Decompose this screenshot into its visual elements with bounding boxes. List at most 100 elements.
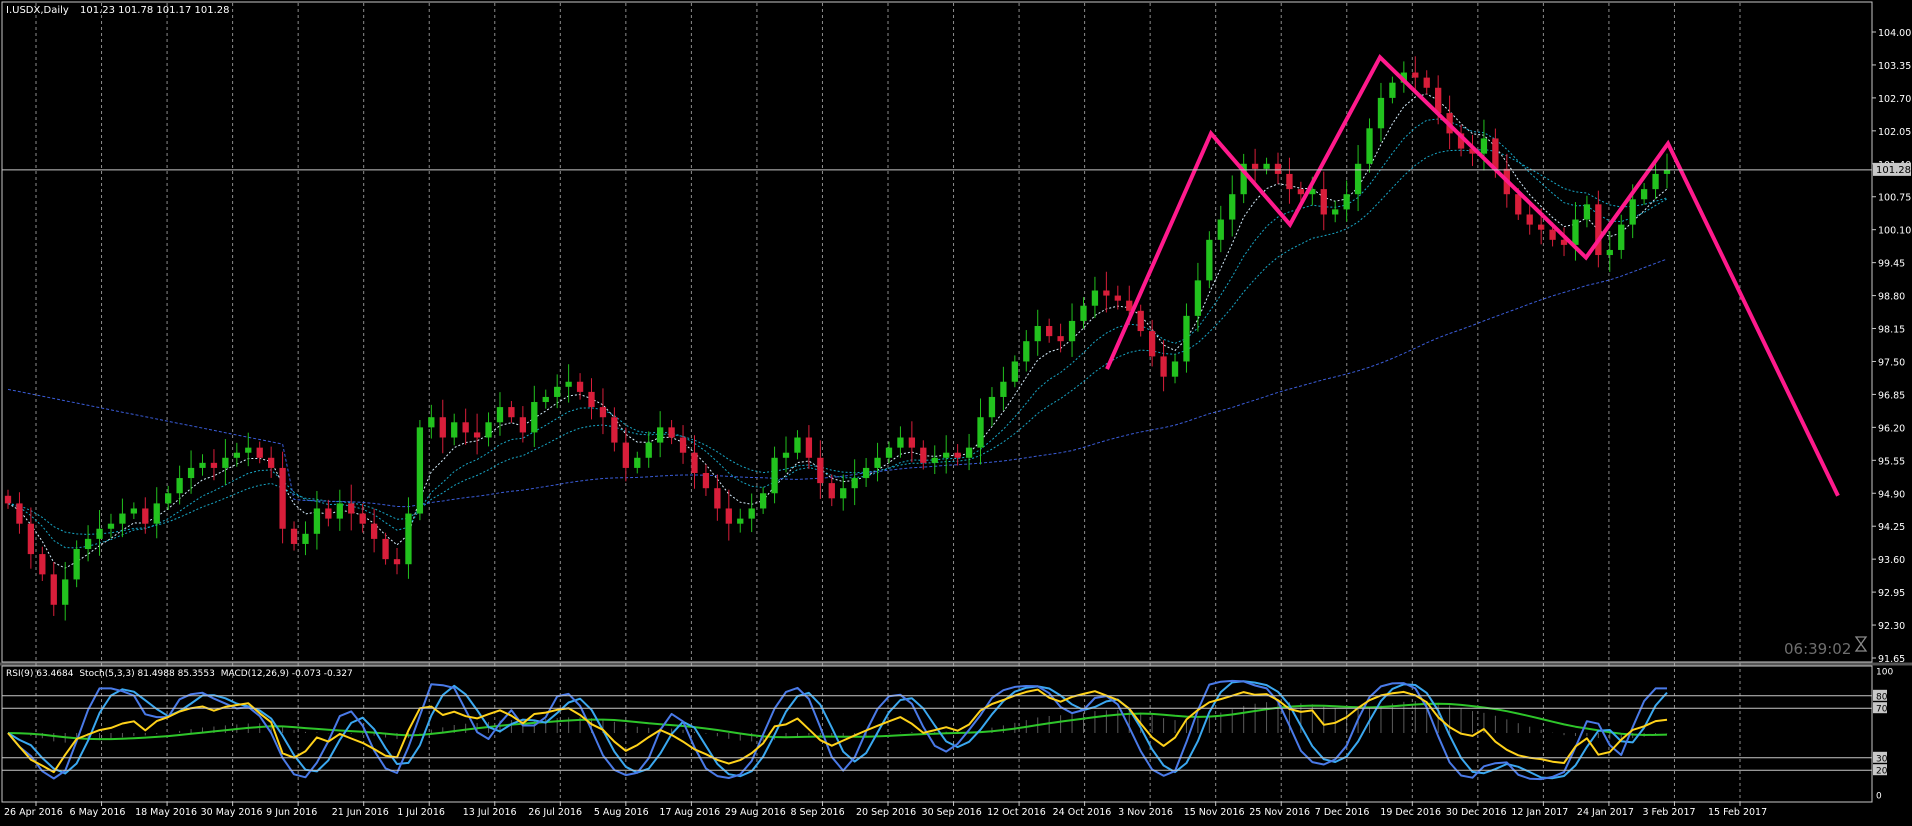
- candle-body: [348, 503, 355, 514]
- candle-body: [759, 493, 767, 509]
- candle-body: [370, 523, 378, 539]
- price-tick-label: 98.15: [1878, 325, 1905, 336]
- time-tick-label: 9 Jun 2016: [266, 807, 317, 818]
- candle-body: [4, 495, 12, 504]
- price-tick-label: 95.55: [1878, 456, 1905, 467]
- candle-body: [462, 422, 469, 433]
- stoch-main-line: [7, 679, 1667, 781]
- candle-body: [565, 381, 572, 387]
- time-tick-label: 30 Sep 2016: [922, 807, 982, 818]
- time-tick-label: 13 Jul 2016: [463, 807, 517, 818]
- candle-body: [851, 478, 858, 489]
- candle-timer: 06:39:02: [1784, 640, 1851, 658]
- price-tick-label: 100.75: [1878, 193, 1911, 204]
- candle-body: [1114, 295, 1121, 301]
- candle-body: [439, 417, 446, 438]
- candle-body: [988, 396, 996, 418]
- candle-body: [1480, 138, 1488, 154]
- svg-text:RSI(9) 63.4684 Stoch(5,3: RSI(9) 63.4684 Stoch(5,3,3) 81.4988 85.3…: [6, 669, 353, 679]
- candle-body: [1320, 189, 1327, 215]
- candle-body: [1560, 239, 1568, 245]
- indicator-tick-label: 20: [1876, 767, 1888, 777]
- candle-body: [485, 422, 492, 438]
- candle-body: [554, 386, 561, 397]
- candle-body: [84, 538, 92, 550]
- price-tick-label: 97.50: [1878, 357, 1905, 368]
- zigzag-pattern: [1105, 54, 1840, 497]
- candle-body: [256, 447, 263, 458]
- time-tick-label: 26 Apr 2016: [4, 807, 63, 818]
- time-tick-label: 12 Oct 2016: [987, 807, 1046, 818]
- candle-body: [325, 508, 332, 519]
- candle-body: [359, 513, 366, 524]
- time-tick-label: 3 Nov 2016: [1118, 807, 1173, 818]
- candle-body: [1663, 169, 1671, 174]
- candle-body: [1549, 229, 1556, 240]
- time-tick-label: 12 Jan 2017: [1511, 807, 1568, 818]
- ma-fast-line: [7, 93, 1668, 569]
- candle-body: [1011, 361, 1018, 382]
- candle-body: [714, 488, 721, 509]
- candle-body: [16, 503, 23, 524]
- candle-body: [1354, 163, 1362, 195]
- time-tick-label: 7 Dec 2016: [1315, 807, 1370, 818]
- level-tag: [1873, 764, 1887, 776]
- candle-body: [748, 508, 755, 519]
- stoch-signal-line: [7, 680, 1668, 780]
- price-tick-label: 92.30: [1878, 621, 1905, 632]
- candle-body: [840, 488, 847, 499]
- candle-body: [1640, 189, 1648, 200]
- time-axis[interactable]: 26 Apr 2016 6 May 2016 18 May 2016 30 May 2…: [4, 802, 1767, 818]
- stoch-label: Stoch(5,3,3) 81.4988 85.3553: [79, 669, 214, 679]
- indicator-tick-label: 0: [1876, 792, 1882, 802]
- candle-body: [977, 417, 984, 448]
- candle-body: [611, 417, 618, 443]
- candle-body: [1652, 173, 1659, 190]
- price-tick-label: 94.90: [1878, 489, 1905, 500]
- time-tick-label: 17 Aug 2016: [659, 807, 720, 818]
- candle-body: [1251, 163, 1259, 169]
- price-tick-label: 91.65: [1878, 654, 1905, 665]
- candle-body: [473, 432, 481, 438]
- level-tag: [1873, 689, 1887, 701]
- candle-body: [1492, 138, 1499, 169]
- ohlc-label: 101.23 101.78 101.17 101.28: [80, 5, 230, 16]
- candle-body: [405, 513, 412, 565]
- candle-body: [622, 442, 629, 468]
- candle-body: [313, 508, 321, 534]
- candle-body: [199, 462, 206, 468]
- candle-body: [1412, 72, 1419, 78]
- candle-body: [1435, 87, 1442, 114]
- indicator-tick-label: 100: [1876, 668, 1893, 678]
- candle-body: [1194, 280, 1202, 316]
- candle-body: [1034, 325, 1041, 342]
- candle-body: [1023, 341, 1030, 362]
- candle-body: [451, 422, 458, 438]
- candle-body: [302, 533, 309, 544]
- candlestick-series: [4, 56, 1671, 621]
- price-tick-label: 102.05: [1878, 127, 1911, 138]
- time-tick-label: 1 Jul 2016: [397, 807, 445, 818]
- candle-body: [645, 442, 652, 458]
- candle-body: [210, 462, 218, 468]
- symbol-label: I.USDX,Daily: [6, 5, 69, 16]
- moving-averages: [7, 93, 1668, 569]
- current-price-tag: [1873, 162, 1911, 176]
- hourglass-icon: [1854, 636, 1868, 652]
- indicator-tick-label: 80: [1876, 692, 1888, 702]
- time-tick-label: 6 May 2016: [70, 807, 126, 818]
- time-tick-label: 24 Jan 2017: [1577, 807, 1634, 818]
- main-pane-frame: [1, 1, 1873, 663]
- candle-body: [1377, 97, 1385, 129]
- price-axis[interactable]: 104.00103.35102.70102.05101.40100.75100.…: [1872, 28, 1911, 665]
- time-tick-label: 20 Sep 2016: [856, 807, 916, 818]
- candle-body: [1515, 194, 1522, 215]
- indicator-tick-label: 30: [1876, 754, 1888, 764]
- candle-body: [508, 407, 515, 418]
- candle-body: [885, 447, 893, 458]
- candle-body: [1309, 189, 1316, 195]
- time-tick-label: 21 Jun 2016: [332, 807, 389, 818]
- indicator-series: [7, 679, 1668, 781]
